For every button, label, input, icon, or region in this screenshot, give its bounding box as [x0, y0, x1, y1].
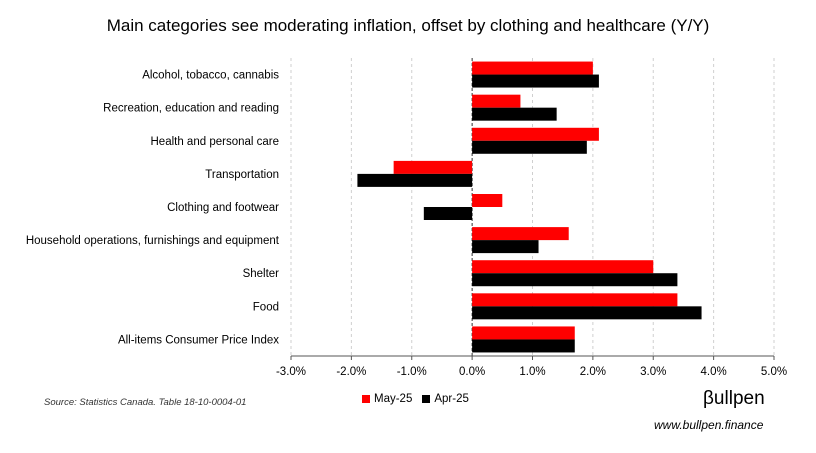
x-tick-label: 0.0%	[459, 366, 485, 378]
bar-apr	[472, 339, 575, 353]
legend: May-25 Apr-25	[362, 393, 469, 405]
bar-may	[472, 94, 521, 108]
legend-label-apr: Apr-25	[434, 393, 469, 405]
x-tick-label: -1.0%	[397, 366, 427, 378]
bar-may	[472, 326, 575, 340]
source-note: Source: Statistics Canada. Table 18-10-0…	[44, 397, 247, 408]
category-label: Transportation	[205, 169, 279, 181]
bars	[357, 61, 702, 353]
chart-title: Main categories see moderating inflation…	[106, 16, 710, 35]
x-tick-label: 3.0%	[640, 366, 666, 378]
bar-may	[472, 227, 569, 241]
bar-may	[472, 293, 678, 307]
legend-item-apr: Apr-25	[422, 393, 469, 405]
category-label: Alcohol, tobacco, cannabis	[142, 70, 279, 82]
category-label: Recreation, education and reading	[103, 103, 279, 115]
bar-apr	[472, 74, 599, 88]
bar-may	[472, 61, 593, 75]
x-tick-label: 1.0%	[519, 366, 545, 378]
bar-may	[472, 194, 503, 207]
bar-apr	[472, 306, 702, 320]
bar-apr	[472, 240, 539, 254]
category-label: Household operations, furnishings and eq…	[26, 235, 280, 247]
category-labels: Alcohol, tobacco, cannabis Recreation, ed…	[26, 70, 280, 347]
bar-apr	[357, 173, 473, 187]
bar-apr	[472, 107, 557, 121]
x-tick-labels: -3.0% -2.0% -1.0% 0.0% 1.0% 2.0% 3.0% 4.0% 5.0%	[276, 366, 787, 378]
bar-may	[472, 127, 599, 141]
category-label: Health and personal care	[151, 136, 280, 148]
category-label: Food	[253, 301, 279, 313]
bar-may	[393, 160, 473, 174]
legend-item-may: May-25	[362, 393, 412, 405]
legend-swatch-apr	[422, 395, 431, 403]
category-label: Shelter	[243, 268, 280, 280]
bar-may	[472, 260, 654, 274]
x-tick-label: 5.0%	[761, 366, 787, 378]
bar-apr	[423, 207, 473, 220]
x-tick-label: 4.0%	[701, 366, 727, 378]
x-tick-label: -3.0%	[276, 366, 306, 378]
bar-apr	[472, 140, 587, 154]
x-tick-label: -2.0%	[336, 366, 366, 378]
brand-url: www.bullpen.finance	[654, 418, 764, 432]
bar-apr	[472, 273, 678, 287]
category-label: All-items Consumer Price Index	[118, 334, 279, 346]
legend-label-may: May-25	[374, 393, 413, 405]
legend-swatch-may	[362, 395, 370, 403]
category-label: Clothing and footwear	[167, 202, 279, 214]
brand-logo: βullpen	[703, 388, 765, 409]
x-tick-label: 2.0%	[580, 366, 606, 378]
